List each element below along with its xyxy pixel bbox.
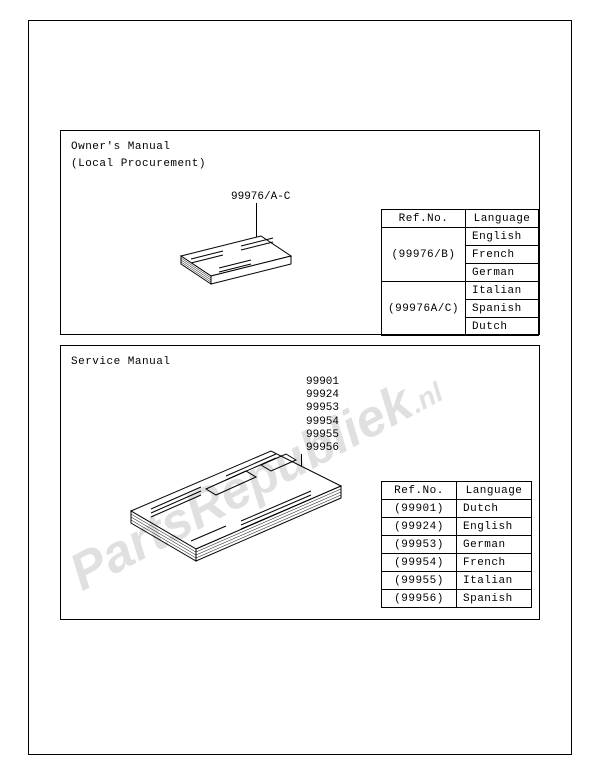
ref-table-bottom: Ref.No. Language (99901)Dutch (99924)Eng…: [381, 481, 532, 608]
ref-cell: (99956): [382, 590, 457, 608]
lang-cell: Spanish: [466, 300, 539, 318]
lang-cell: French: [466, 246, 539, 264]
table-row: (99901)Dutch: [382, 500, 532, 518]
lang-cell: German: [457, 536, 532, 554]
panel-service-manual: Service Manual 99901 99924 99953 99954 9…: [60, 345, 540, 620]
part-num: 99901: [306, 376, 339, 389]
ref-cell: (99901): [382, 500, 457, 518]
table-row: (99924)English: [382, 518, 532, 536]
lang-cell: English: [466, 228, 539, 246]
book-icon: [171, 226, 301, 311]
title-line: (Local Procurement): [71, 156, 206, 173]
ref-cell: (99976A/C): [382, 282, 466, 336]
table-row: (99953)German: [382, 536, 532, 554]
ref-cell: (99953): [382, 536, 457, 554]
table-row: (99955)Italian: [382, 572, 532, 590]
table-header-row: Ref.No. Language: [382, 210, 539, 228]
book-icon: [111, 431, 351, 591]
ref-cell: (99924): [382, 518, 457, 536]
header-lang: Language: [466, 210, 539, 228]
lang-cell: Italian: [466, 282, 539, 300]
title-line: Service Manual: [71, 354, 170, 371]
ref-cell: (99976/B): [382, 228, 466, 282]
lang-cell: Spanish: [457, 590, 532, 608]
table-header-row: Ref.No. Language: [382, 482, 532, 500]
lang-cell: English: [457, 518, 532, 536]
part-label-top: 99976/A-C: [231, 191, 290, 204]
ref-table-top: Ref.No. Language (99976/B)English French…: [381, 209, 539, 336]
table-row: (99956)Spanish: [382, 590, 532, 608]
ref-cell: (99954): [382, 554, 457, 572]
table-row: (99976A/C)Italian: [382, 282, 539, 300]
part-num: 99953: [306, 402, 339, 415]
part-num: 99954: [306, 416, 339, 429]
header-ref: Ref.No.: [382, 482, 457, 500]
table-row: (99954)French: [382, 554, 532, 572]
part-num: 99924: [306, 389, 339, 402]
lang-cell: Italian: [457, 572, 532, 590]
lang-cell: Dutch: [466, 318, 539, 336]
lang-cell: German: [466, 264, 539, 282]
title-line: Owner's Manual: [71, 139, 206, 156]
lang-cell: Dutch: [457, 500, 532, 518]
lang-cell: French: [457, 554, 532, 572]
header-ref: Ref.No.: [382, 210, 466, 228]
panel-owners-manual: Owner's Manual (Local Procurement) 99976…: [60, 130, 540, 335]
header-lang: Language: [457, 482, 532, 500]
panel-title-owners: Owner's Manual (Local Procurement): [71, 139, 206, 172]
table-row: (99976/B)English: [382, 228, 539, 246]
panel-title-service: Service Manual: [71, 354, 170, 371]
ref-cell: (99955): [382, 572, 457, 590]
